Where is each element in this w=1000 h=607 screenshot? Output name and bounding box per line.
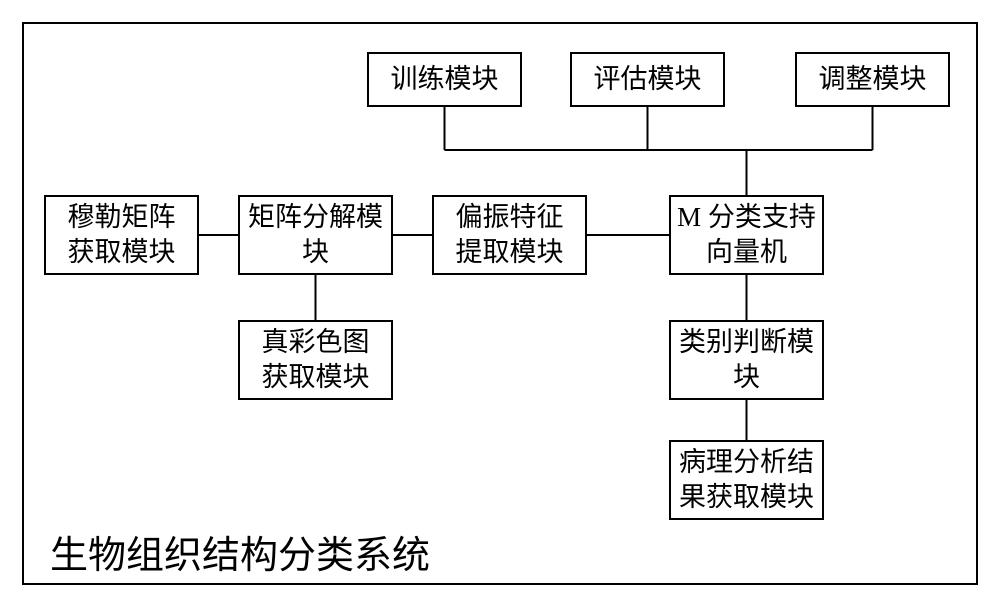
node-label: 训练模块 <box>391 62 499 97</box>
node-svm: M 分类支持 向量机 <box>669 195 824 275</box>
node-label: M 分类支持 向量机 <box>677 200 816 270</box>
node-label: 评估模块 <box>594 62 702 97</box>
node-label: 调整模块 <box>819 62 927 97</box>
node-label: 偏振特征 提取模块 <box>456 200 564 270</box>
node-label: 类别判断模 块 <box>679 325 814 395</box>
node-classjudge: 类别判断模 块 <box>669 320 824 400</box>
node-eval: 评估模块 <box>570 52 725 107</box>
node-label: 真彩色图 获取模块 <box>262 325 370 395</box>
node-train: 训练模块 <box>367 52 522 107</box>
node-adjust: 调整模块 <box>795 52 950 107</box>
node-pathology: 病理分析结 果获取模块 <box>669 440 824 520</box>
diagram-title: 生物组织结构分类系统 <box>50 524 430 579</box>
node-decomp: 矩阵分解模 块 <box>238 195 393 275</box>
node-label: 穆勒矩阵 获取模块 <box>68 200 176 270</box>
node-polar: 偏振特征 提取模块 <box>432 195 587 275</box>
node-truecolor: 真彩色图 获取模块 <box>238 320 393 400</box>
node-mueller: 穆勒矩阵 获取模块 <box>44 195 199 275</box>
node-label: 矩阵分解模 块 <box>248 200 383 270</box>
node-label: 病理分析结 果获取模块 <box>679 445 814 515</box>
